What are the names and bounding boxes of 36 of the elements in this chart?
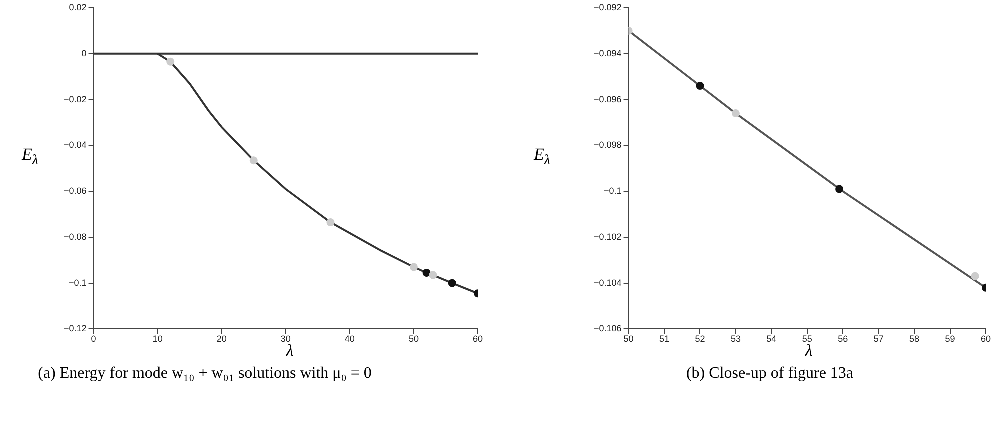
y-tick-label: 0 bbox=[82, 48, 87, 58]
y-tick-label: −0.06 bbox=[64, 186, 87, 196]
y-tick-label: −0.098 bbox=[594, 140, 622, 150]
x-tick-label: 50 bbox=[624, 334, 634, 344]
y-tick-label: −0.102 bbox=[594, 232, 622, 242]
y-tick-label: −0.02 bbox=[64, 94, 87, 104]
y-tick-label: −0.094 bbox=[594, 48, 622, 58]
x-tick-label: 56 bbox=[838, 334, 848, 344]
y-tick-label: −0.092 bbox=[594, 2, 622, 12]
x-tick-label: 53 bbox=[730, 334, 741, 344]
x-tick-label: 54 bbox=[766, 334, 777, 344]
x-tick-label: 51 bbox=[659, 334, 670, 344]
y-tick-label: −0.08 bbox=[64, 232, 87, 242]
y-axis-title: E$_{λ}$ bbox=[22, 145, 39, 170]
y-tick-label: 0.02 bbox=[69, 2, 87, 12]
x-tick-label: 60 bbox=[980, 334, 992, 344]
y-tick-label: −0.12 bbox=[64, 324, 87, 334]
x-tick-label: 10 bbox=[152, 334, 163, 344]
y-tick-label: −0.096 bbox=[594, 94, 622, 104]
x-tick-label: 57 bbox=[874, 334, 884, 344]
y-tick-label: −0.1 bbox=[68, 278, 87, 288]
x-tick-label: 0 bbox=[91, 334, 96, 344]
x-tick-label: 52 bbox=[695, 334, 706, 344]
y-tick-label: −0.106 bbox=[594, 324, 622, 334]
text: (a) Energy for mode w₁₀ + w₀₁ solutions with μ₀ = 0 bbox=[37, 364, 373, 384]
x-tick-label: 40 bbox=[344, 334, 355, 344]
x-tick-label: 60 bbox=[472, 334, 484, 344]
y-axis-title: E$_{λ}$ bbox=[534, 145, 551, 170]
y-tick-label: −0.04 bbox=[64, 140, 87, 150]
x-tick-label: 20 bbox=[216, 334, 227, 344]
x-tick-label: 50 bbox=[408, 334, 419, 344]
y-tick-label: −0.1 bbox=[604, 186, 622, 196]
x-tick-label: 59 bbox=[945, 334, 956, 344]
x-tick-label: 58 bbox=[910, 334, 920, 344]
text: (b) Close-up of figure 13a bbox=[685, 364, 855, 384]
y-tick-label: −0.104 bbox=[594, 278, 622, 288]
